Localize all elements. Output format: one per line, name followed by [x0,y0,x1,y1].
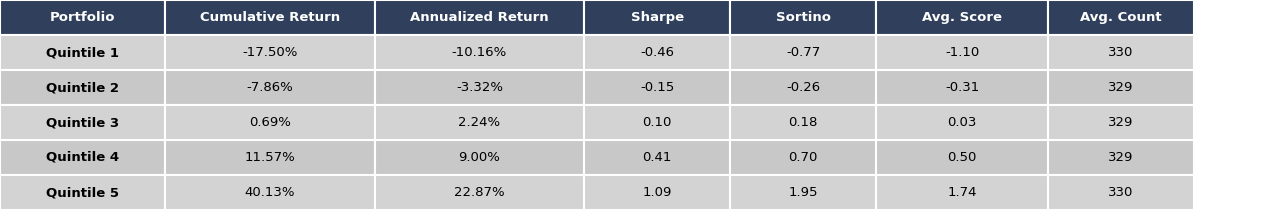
Bar [375,0,584,35]
Bar [730,175,876,210]
Text: Portfolio: Portfolio [50,11,116,24]
Bar [730,0,876,35]
Text: 1.09: 1.09 [643,186,672,199]
Text: Quintile 1: Quintile 1 [46,46,119,59]
Bar [0,70,165,105]
Text: Quintile 3: Quintile 3 [46,116,119,129]
Text: -17.50%: -17.50% [243,46,297,59]
Bar [876,105,1048,140]
Bar [1048,70,1194,105]
Bar [730,70,876,105]
Bar [375,105,584,140]
Text: 0.18: 0.18 [789,116,818,129]
Text: -1.10: -1.10 [945,46,979,59]
Text: 0.69%: 0.69% [249,116,291,129]
Bar [0,0,165,35]
Text: 11.57%: 11.57% [245,151,295,164]
Bar [876,35,1048,70]
Bar [876,175,1048,210]
Text: Annualized Return: Annualized Return [410,11,549,24]
Text: -0.46: -0.46 [640,46,674,59]
Bar [1048,175,1194,210]
Bar [165,0,375,35]
Bar [375,140,584,175]
Text: 330: 330 [1109,186,1133,199]
Bar [0,175,165,210]
Text: 2.24%: 2.24% [458,116,500,129]
Text: 0.10: 0.10 [643,116,672,129]
Text: Cumulative Return: Cumulative Return [199,11,340,24]
Bar [584,0,730,35]
Text: 0.50: 0.50 [947,151,977,164]
Text: -0.31: -0.31 [945,81,979,94]
Text: 329: 329 [1109,116,1133,129]
Text: -0.77: -0.77 [786,46,820,59]
Bar [1048,140,1194,175]
Bar [730,35,876,70]
Text: Quintile 2: Quintile 2 [46,81,119,94]
Bar [584,70,730,105]
Bar [165,175,375,210]
Text: -3.32%: -3.32% [456,81,503,94]
Bar [876,140,1048,175]
Bar [876,70,1048,105]
Bar [375,70,584,105]
Text: Avg. Score: Avg. Score [922,11,1002,24]
Text: -0.15: -0.15 [640,81,674,94]
Text: 1.74: 1.74 [947,186,977,199]
Bar [730,140,876,175]
Text: -10.16%: -10.16% [452,46,507,59]
Text: Quintile 4: Quintile 4 [46,151,119,164]
Text: 329: 329 [1109,151,1133,164]
Text: Avg. Count: Avg. Count [1080,11,1162,24]
Bar [1048,35,1194,70]
Bar [584,35,730,70]
Bar [1048,0,1194,35]
Text: Sortino: Sortino [776,11,831,24]
Text: -0.26: -0.26 [786,81,820,94]
Text: 0.03: 0.03 [947,116,977,129]
Bar [584,140,730,175]
Bar [375,175,584,210]
Text: 0.41: 0.41 [643,151,672,164]
Bar [0,140,165,175]
Bar [165,105,375,140]
Text: Quintile 5: Quintile 5 [46,186,119,199]
Bar [1048,105,1194,140]
Bar [0,105,165,140]
Text: 22.87%: 22.87% [455,186,504,199]
Text: 329: 329 [1109,81,1133,94]
Bar [375,35,584,70]
Bar [165,70,375,105]
Text: 9.00%: 9.00% [458,151,500,164]
Bar [0,35,165,70]
Text: -7.86%: -7.86% [246,81,293,94]
Bar [165,140,375,175]
Text: 0.70: 0.70 [789,151,818,164]
Text: 40.13%: 40.13% [245,186,295,199]
Bar [584,175,730,210]
Text: 330: 330 [1109,46,1133,59]
Text: 1.95: 1.95 [789,186,818,199]
Bar [584,105,730,140]
Bar [165,35,375,70]
Text: Sharpe: Sharpe [631,11,683,24]
Bar [876,0,1048,35]
Bar [730,105,876,140]
